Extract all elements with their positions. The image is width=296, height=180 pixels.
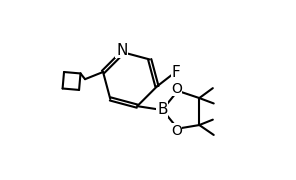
Text: O: O	[171, 124, 182, 138]
Text: B: B	[157, 102, 168, 117]
Text: O: O	[171, 82, 182, 96]
Text: N: N	[116, 43, 128, 58]
Text: F: F	[172, 65, 180, 80]
